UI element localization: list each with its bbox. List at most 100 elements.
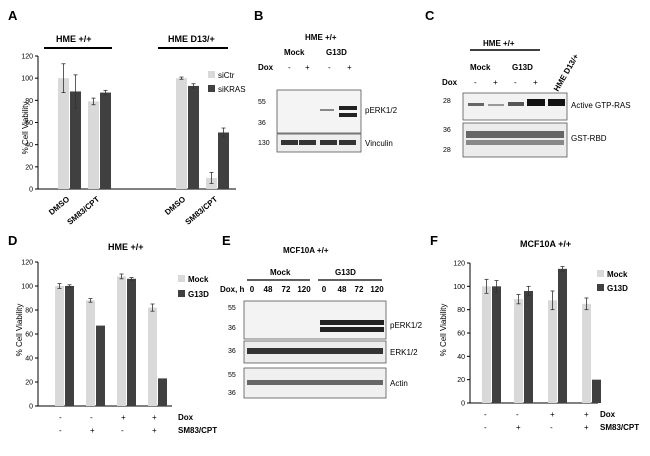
panel-f-tick-label: 40	[457, 354, 465, 361]
panel-c-band-ras-3	[508, 102, 524, 106]
panel-b-band-vin-2	[299, 140, 316, 145]
panel-f-tick-label: 20	[457, 377, 465, 384]
panel-c-dox-2: +	[493, 78, 498, 87]
panel-f-tick-label: 120	[453, 261, 465, 268]
panel-d-tick-label: 40	[25, 356, 33, 363]
panel-d-dox-label: Dox	[178, 413, 194, 422]
panel-a-bar-sikras-1	[70, 91, 81, 189]
panel-d-tick-label: 20	[25, 380, 33, 387]
panel-a: A HME +/+ HME D13/+ % Cell Viability 0 20…	[8, 8, 246, 227]
panel-d-tick-label: 60	[25, 332, 33, 339]
panel-b-band-perk-b	[339, 113, 357, 117]
panel-e-time-2: 48	[264, 285, 273, 294]
panel-b-band-perk-faint	[320, 109, 334, 111]
panel-d-drug-4: +	[152, 426, 157, 435]
panel-f-tick-label: 60	[457, 331, 465, 338]
panel-f-bar-mock-2	[514, 299, 523, 403]
panel-e-group-mock: Mock	[270, 268, 291, 277]
panel-d-tick-label: 80	[25, 308, 33, 315]
panel-a-xlabel-3: DMSO	[163, 195, 187, 217]
legend-swatch-g13d-d	[178, 290, 185, 297]
panel-c-band-label-ras: Active GTP-RAS	[571, 101, 631, 110]
panel-a-bar-sictr-2	[88, 101, 99, 189]
panel-a-tick-label: 60	[25, 120, 33, 127]
panel-f-dox-4: +	[584, 410, 589, 419]
panel-c-mw-28b: 28	[443, 147, 451, 154]
panel-e-time-1: 0	[250, 285, 255, 294]
panel-c-group-mock: Mock	[470, 63, 491, 72]
panel-b-letter: B	[254, 8, 263, 23]
panel-c-blot-ras	[462, 92, 568, 121]
panel-c-title: HME +/+	[483, 39, 515, 48]
legend-label-g13d-d: G13D	[188, 290, 209, 299]
panel-a-bar-sikras-4	[218, 132, 229, 189]
panel-e-time-7: 72	[355, 285, 364, 294]
panel-b-band-label-perk: pERK1/2	[365, 106, 398, 115]
panel-f: F MCF10A +/+ % Cell Viability 0 20 40 60 80 1…	[430, 233, 639, 432]
panel-d-drug-3: -	[121, 426, 124, 435]
legend-swatch-sikras	[208, 85, 215, 92]
panel-a-tick-label: 20	[25, 164, 33, 171]
panel-a-group-2: HME D13/+	[168, 34, 215, 44]
panel-d-dox-2: -	[90, 413, 93, 422]
panel-b-band-vin-3	[320, 140, 337, 145]
panel-b-band-vin-1	[281, 140, 298, 145]
panel-e-time-label: Dox, h	[220, 285, 245, 294]
panel-a-xlabel-4: SM83/CPT	[184, 195, 220, 227]
panel-e-time-3: 72	[282, 285, 291, 294]
panel-d-bar-mock-4	[148, 307, 157, 406]
panel-d-ylabel: % Cell Viability	[15, 304, 24, 357]
legend-swatch-g13d-f	[597, 284, 604, 291]
panel-c-mw-28: 28	[443, 98, 451, 105]
panel-f-tick-label: 0	[461, 401, 465, 408]
legend-swatch-mock-f	[597, 270, 604, 277]
panel-c-dox-1: -	[474, 78, 477, 87]
panel-d-bar-mock-3	[117, 276, 126, 406]
panel-e-band-label-erk: ERK1/2	[390, 348, 418, 357]
panel-a-group-1: HME +/+	[56, 34, 92, 44]
panel-f-bar-g13d-3	[558, 268, 567, 403]
panel-e-letter: E	[222, 233, 231, 248]
legend-swatch-mock-d	[178, 275, 185, 282]
panel-c-letter: C	[425, 8, 435, 23]
panel-e-time-5: 0	[322, 285, 327, 294]
panel-f-dox-1: -	[484, 410, 487, 419]
panel-a-letter: A	[8, 8, 18, 23]
panel-a-tick-label: 0	[29, 187, 33, 194]
panel-a-tick-label: 100	[21, 76, 33, 83]
panel-d-drug-label: SM83/CPT	[178, 426, 217, 435]
panel-d-tick-label: 0	[29, 404, 33, 411]
panel-c-band-gst-b	[466, 140, 564, 145]
panel-a-tick-label: 40	[25, 142, 33, 149]
panel-f-drug-4: +	[584, 423, 589, 432]
panel-c-extra-lane: HME D13/+	[552, 52, 581, 93]
panel-b-blot-vinculin	[276, 133, 362, 153]
panel-b-mw-130: 130	[258, 140, 270, 147]
panel-b-mw-55: 55	[258, 99, 266, 106]
panel-f-tick-label: 80	[457, 307, 465, 314]
panel-d-bar-mock-2	[86, 300, 95, 406]
panel-e-title: MCF10A +/+	[283, 246, 329, 255]
panel-f-bar-g13d-1	[492, 286, 501, 403]
panel-a-xlabel-1: DMSO	[47, 195, 71, 217]
panel-a-xlabel-2: SM83/CPT	[66, 195, 102, 227]
panel-b-band-vin-4	[339, 140, 356, 145]
panel-f-letter: F	[430, 233, 438, 248]
panel-d-dox-4: +	[152, 413, 157, 422]
panel-e: E MCF10A +/+ Mock G13D Dox, h 0 48 72 120 0 4…	[220, 233, 423, 399]
panel-e-mw2-36: 36	[228, 348, 236, 355]
panel-c: C HME +/+ Mock G13D HME D13/+ Dox - + - …	[425, 8, 631, 158]
panel-d-bar-g13d-1	[65, 286, 74, 406]
legend-swatch-sictr	[208, 71, 215, 78]
panel-e-band-label-perk: pERK1/2	[390, 321, 423, 330]
panel-d-tick-label: 120	[21, 260, 33, 267]
legend-label-sikras: siKRAS	[218, 85, 246, 94]
panel-e-time-4: 120	[297, 285, 311, 294]
panel-c-dox-label: Dox	[442, 78, 458, 87]
panel-e-band-erk	[247, 348, 383, 354]
panel-e-band-actin	[247, 380, 383, 385]
panel-d-dox-1: -	[59, 413, 62, 422]
panel-e-band-perk-a	[320, 320, 384, 325]
